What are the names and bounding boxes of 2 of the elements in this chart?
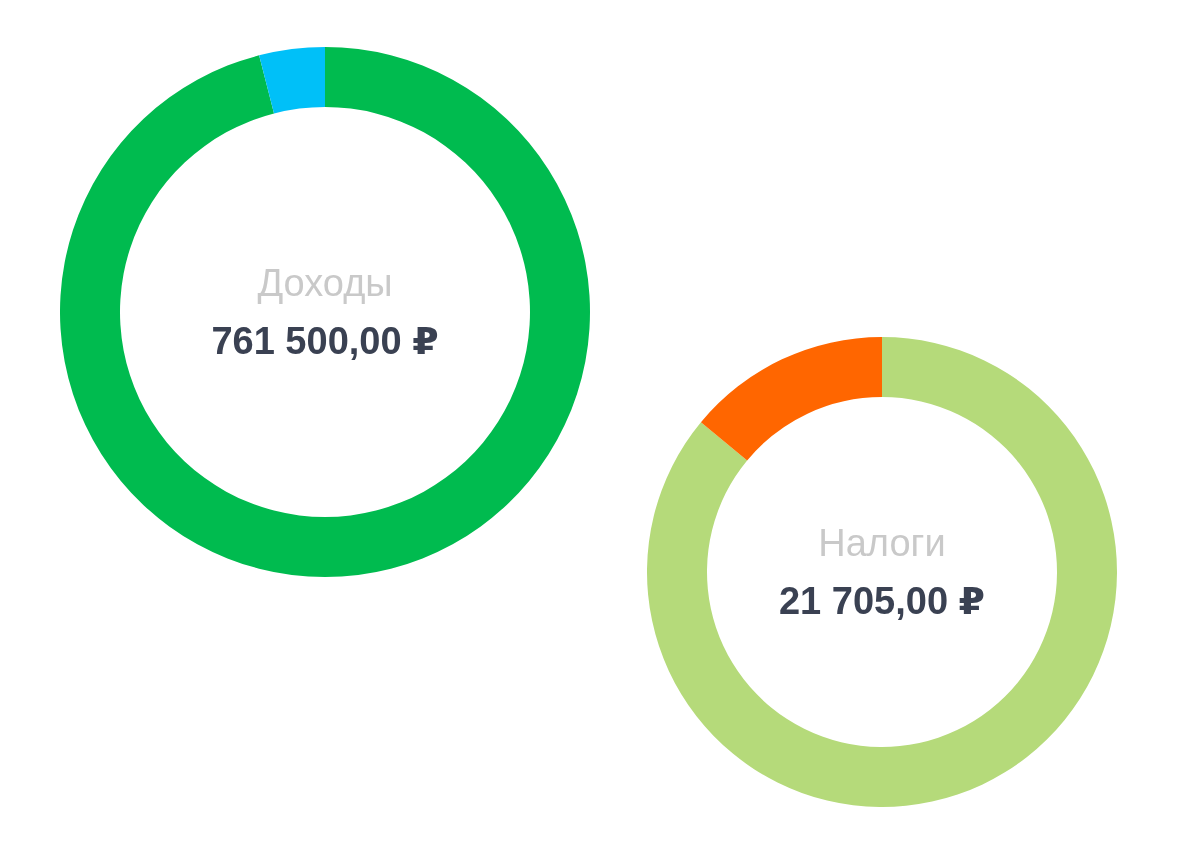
text: 21 705,00 ₽ — [778, 580, 986, 622]
text: 761 500,00 ₽ — [211, 320, 439, 362]
